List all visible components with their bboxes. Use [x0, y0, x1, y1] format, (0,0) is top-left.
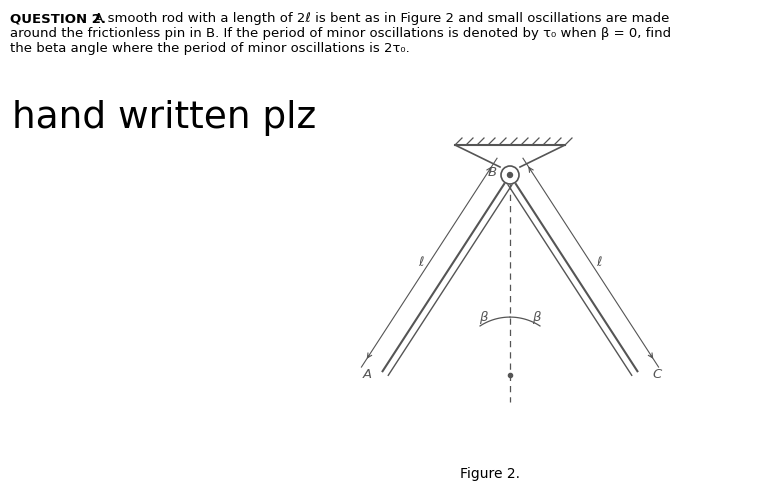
- Text: QUESTION 2.: QUESTION 2.: [10, 12, 106, 25]
- Text: β: β: [533, 311, 541, 324]
- Text: A: A: [363, 367, 372, 381]
- Text: ℓ: ℓ: [596, 256, 601, 269]
- Circle shape: [507, 172, 513, 177]
- Text: around the frictionless pin in B. If the period of minor oscillations is denoted: around the frictionless pin in B. If the…: [10, 27, 671, 40]
- Text: C: C: [652, 367, 661, 381]
- Text: Figure 2.: Figure 2.: [460, 467, 520, 481]
- Text: ℓ: ℓ: [419, 256, 424, 269]
- Text: β: β: [479, 311, 487, 324]
- Circle shape: [501, 166, 519, 184]
- Text: A smooth rod with a length of 2ℓ is bent as in Figure 2 and small oscillations a: A smooth rod with a length of 2ℓ is bent…: [90, 12, 669, 25]
- Text: the beta angle where the period of minor oscillations is 2τ₀.: the beta angle where the period of minor…: [10, 42, 410, 55]
- Text: B: B: [487, 166, 497, 179]
- Text: hand written plz: hand written plz: [12, 100, 316, 136]
